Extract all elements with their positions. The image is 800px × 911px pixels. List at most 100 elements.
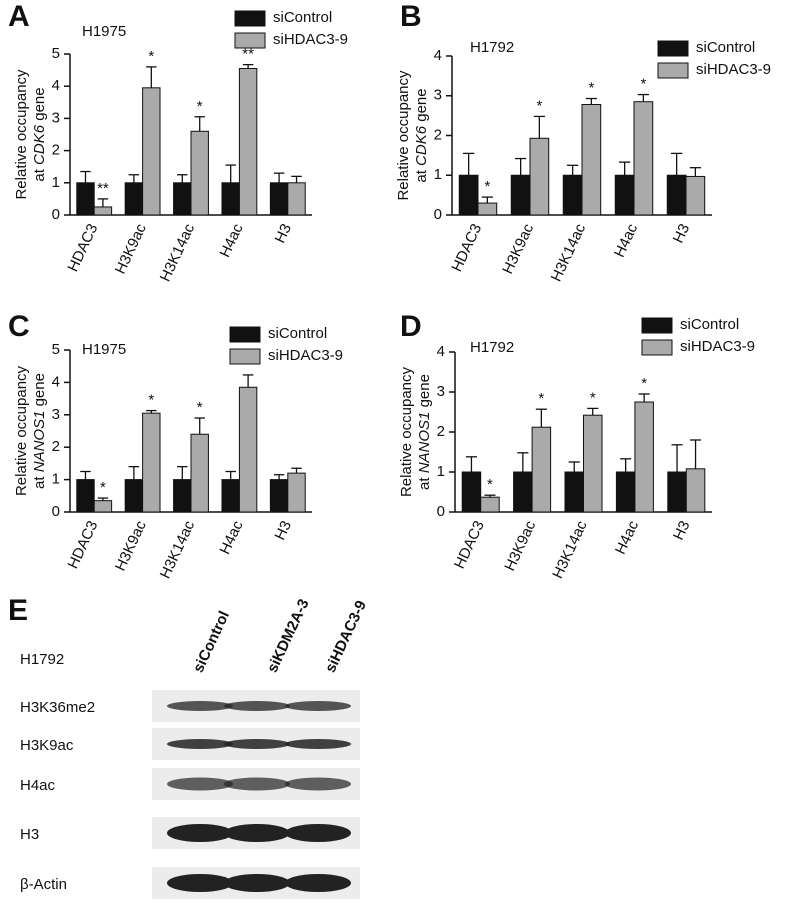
y-tick-label: 4 [434, 47, 442, 64]
error-bar [80, 470, 91, 480]
significance: * [640, 76, 646, 93]
panel-letter: D [400, 310, 422, 343]
legend-swatch [229, 348, 261, 365]
significance: * [148, 48, 154, 65]
significance: * [197, 98, 203, 115]
bar [124, 479, 144, 513]
error-bar [533, 115, 545, 139]
bar [173, 182, 192, 216]
error-bar [80, 170, 91, 183]
y-tick-label: 4 [52, 77, 60, 94]
lane-label: siHDAC3-9 [322, 598, 370, 675]
legend-swatch [234, 10, 266, 27]
error-bar [567, 164, 579, 176]
error-bar [146, 409, 157, 414]
blot-band [167, 777, 233, 791]
x-tick-label: H3 [670, 518, 694, 543]
blot-band [224, 701, 290, 711]
blot-band [167, 824, 233, 842]
x-tick-label: H3K9ac [112, 221, 150, 277]
panel-letter: E [8, 594, 28, 627]
significance: * [100, 479, 106, 496]
x-tick-label: H3 [272, 518, 296, 543]
y-tick-label: 4 [52, 373, 60, 390]
error-bar [620, 458, 632, 472]
y-label-gene: CDK6 [413, 125, 430, 166]
significance: * [538, 390, 544, 407]
y-axis-label: Relative occupancy [398, 366, 415, 497]
bar [685, 468, 706, 513]
y-tick-label: 5 [52, 45, 60, 62]
legend-label: siControl [680, 316, 739, 333]
y-label-part: gene [413, 88, 430, 121]
blot-band [285, 777, 351, 791]
x-tick-label: H3K9ac [499, 221, 537, 277]
y-label-part: gene [31, 87, 48, 120]
cell-line: H1792 [20, 651, 64, 668]
y-tick-label: 0 [434, 206, 442, 223]
significance: * [588, 80, 594, 97]
error-bar [97, 198, 109, 207]
legend-label: siControl [696, 39, 755, 56]
y-label-part: gene [31, 373, 48, 406]
chart-title: H1975 [82, 23, 126, 40]
x-tick-label: H4ac [611, 221, 641, 260]
x-tick-label: H3K14ac [548, 221, 590, 285]
error-bar [146, 66, 157, 88]
y-label-part: at [31, 168, 48, 181]
significance: * [536, 97, 542, 114]
bar [221, 479, 240, 513]
bar [124, 182, 144, 216]
error-bar [97, 497, 109, 501]
blot-band [285, 701, 351, 711]
error-bar [225, 164, 236, 183]
y-tick-label: 3 [434, 87, 442, 104]
error-bar [273, 172, 285, 183]
bar [269, 479, 289, 513]
bar [238, 386, 258, 513]
error-bar [291, 467, 302, 474]
legend-swatch [234, 32, 266, 49]
bar [562, 174, 583, 216]
y-axis-label: Relative occupancy [13, 69, 30, 200]
x-tick-label: HDAC3 [451, 518, 488, 571]
y-tick-label: 2 [437, 423, 445, 440]
bar [142, 87, 161, 216]
error-bar [463, 152, 475, 176]
legend-swatch [229, 326, 261, 343]
significance: * [590, 389, 596, 406]
bar [93, 500, 113, 513]
y-tick-label: 2 [52, 438, 60, 455]
legend-swatch [641, 317, 673, 334]
error-bar [481, 196, 493, 204]
bar [667, 471, 687, 513]
error-bar [242, 63, 254, 69]
bar [221, 182, 240, 216]
significance: * [487, 476, 493, 493]
y-tick-label: 3 [52, 406, 60, 423]
error-bar [585, 97, 597, 105]
legend-label: siHDAC3-9 [273, 31, 348, 48]
error-bar [637, 93, 649, 102]
error-bar [587, 407, 599, 416]
x-tick-label: H3K9ac [112, 518, 150, 574]
row-label: H4ac [20, 777, 56, 794]
y-tick-label: 1 [52, 471, 60, 488]
blot-band [167, 874, 233, 892]
error-bar [225, 470, 236, 480]
lane-label: siControl [190, 609, 233, 676]
legend-label: siHDAC3-9 [696, 61, 771, 78]
x-tick-label: HDAC3 [65, 221, 102, 274]
y-axis-label: at NANOS1 gene [31, 373, 48, 489]
y-axis-label: at CDK6 gene [413, 88, 430, 182]
blot-band [167, 701, 233, 711]
chart-title: H1975 [82, 341, 126, 358]
bar [633, 101, 654, 216]
error-bar [568, 461, 580, 472]
panel-letter: C [8, 310, 30, 343]
error-bar [484, 494, 496, 498]
bar [142, 412, 161, 513]
x-tick-label: HDAC3 [65, 518, 102, 571]
chart-title: H1792 [470, 39, 514, 56]
bar [531, 426, 552, 513]
